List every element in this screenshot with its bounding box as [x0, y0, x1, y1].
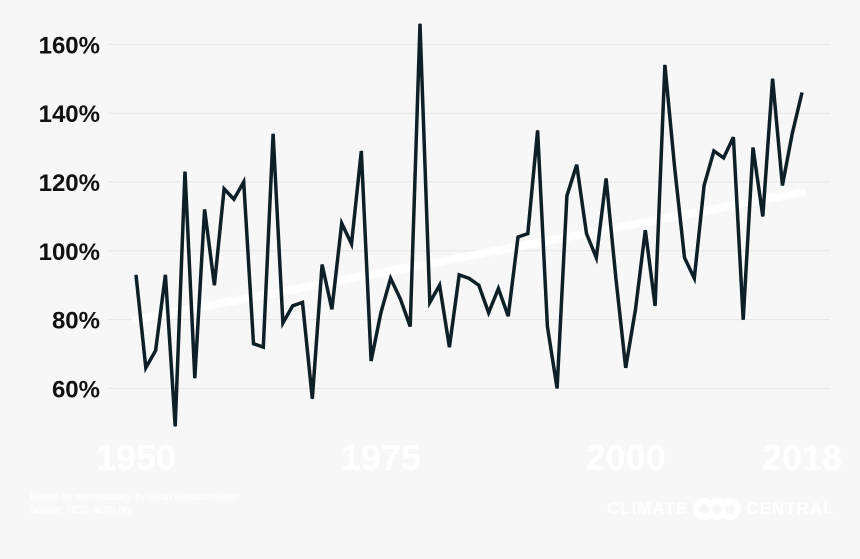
data-point [292, 305, 294, 307]
data-point [723, 157, 725, 159]
data-point [742, 319, 744, 321]
data-point [556, 387, 558, 389]
data-point [399, 298, 401, 300]
data-point [488, 312, 490, 314]
data-point [674, 167, 676, 169]
data-point [458, 274, 460, 276]
data-point [654, 305, 656, 307]
data-point [615, 277, 617, 279]
data-point [478, 284, 480, 286]
y-tick-label: 80% [52, 308, 100, 335]
data-series-line [134, 23, 804, 427]
data-point [448, 346, 450, 348]
data-point [644, 229, 646, 231]
data-point [527, 233, 529, 235]
y-tick-label: 60% [52, 376, 100, 403]
gridlines [108, 43, 830, 389]
data-point [204, 209, 206, 211]
data-point [781, 184, 783, 186]
data-point [213, 284, 215, 286]
data-point [302, 301, 303, 303]
x-axis: 1950 1975 2000 2018 [96, 437, 842, 478]
data-points [135, 23, 803, 427]
data-point [664, 64, 666, 66]
data-point [370, 360, 372, 362]
data-point [468, 277, 470, 279]
data-point [595, 257, 597, 259]
data-point [331, 308, 333, 310]
source-text: Source: RCC-ACIS.org [30, 505, 133, 516]
data-point [243, 181, 245, 183]
data-point [145, 367, 147, 369]
data-point [537, 129, 539, 131]
y-tick-label: 140% [39, 101, 100, 128]
data-point [174, 425, 176, 427]
data-point [517, 236, 519, 238]
data-point [801, 92, 803, 94]
methodology-credit: Based on methodology by Brian Brettschne… [30, 492, 240, 503]
data-point [311, 398, 313, 400]
data-point [272, 133, 274, 135]
climate-central-logo: CLIMATE CENTRAL [607, 497, 835, 521]
data-point [566, 195, 568, 197]
source-credit: Based on methodology by Brian Brettschne… [30, 491, 239, 517]
x-tick-label: 2018 [762, 437, 842, 478]
data-point [341, 222, 343, 224]
data-point [419, 23, 421, 25]
logo-mark-icon [693, 498, 742, 520]
data-point [135, 274, 137, 276]
x-tick-label: 1975 [341, 437, 421, 478]
data-point [194, 377, 196, 379]
y-tick-label: 120% [39, 170, 100, 197]
data-point [380, 312, 382, 314]
data-point [507, 315, 509, 317]
data-point [321, 264, 323, 266]
data-point [164, 274, 166, 276]
data-point [546, 325, 548, 327]
data-point [350, 243, 352, 245]
data-point [703, 184, 705, 186]
data-point [390, 277, 392, 279]
y-axis: 60% 80% 100% 120% 140% 160% [39, 32, 100, 403]
data-point [635, 308, 636, 310]
data-point [409, 325, 411, 327]
data-point [360, 150, 362, 152]
y-tick-label: 160% [39, 32, 100, 59]
data-point [439, 284, 441, 286]
data-point [233, 198, 235, 200]
data-point [262, 346, 264, 348]
data-point [429, 301, 431, 303]
x-tick-label: 1950 [96, 437, 176, 478]
data-point [693, 277, 695, 279]
data-point [791, 133, 793, 135]
data-point [752, 147, 754, 149]
data-point [762, 215, 764, 217]
data-point [713, 150, 715, 152]
data-point [576, 164, 578, 166]
x-tick-label: 2000 [586, 437, 666, 478]
trend-line [132, 188, 806, 324]
data-point [184, 171, 186, 173]
data-point [282, 322, 284, 324]
data-point [223, 188, 225, 190]
data-point [497, 288, 499, 290]
logo-text-right: CENTRAL [746, 499, 835, 518]
data-point [732, 136, 734, 138]
data-point [605, 178, 607, 180]
data-point [683, 257, 685, 259]
data-point [625, 367, 627, 369]
logo-text-left: CLIMATE [607, 499, 689, 518]
data-point [253, 343, 255, 345]
data-point [155, 350, 157, 352]
y-tick-label: 100% [39, 239, 100, 266]
data-point [772, 78, 774, 80]
data-point [586, 233, 588, 235]
